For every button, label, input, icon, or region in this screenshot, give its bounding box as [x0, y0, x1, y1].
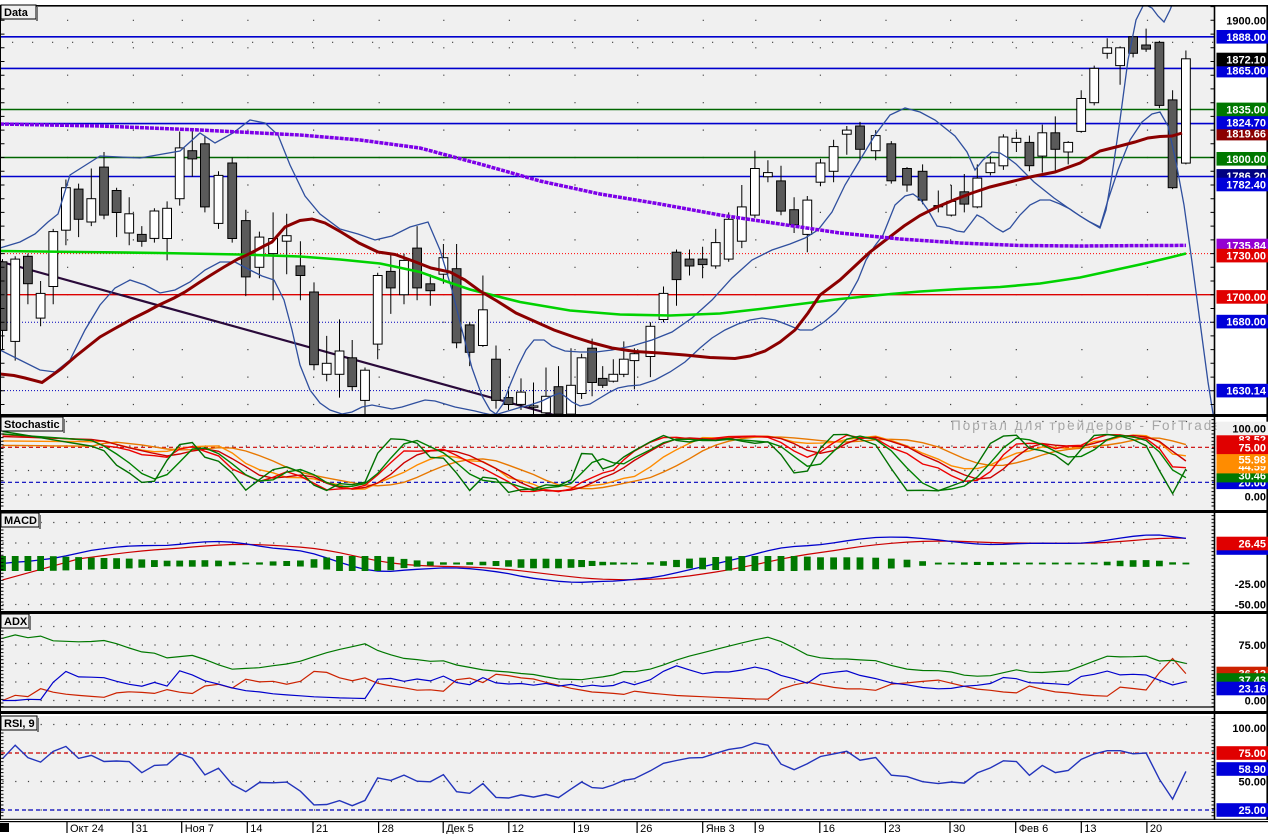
svg-text:21: 21	[316, 823, 328, 834]
svg-text:26.45: 26.45	[1238, 539, 1266, 551]
svg-text:Янв 3: Янв 3	[706, 823, 735, 834]
svg-text:58.90: 58.90	[1238, 764, 1266, 776]
svg-text:30.46: 30.46	[1238, 471, 1266, 483]
svg-text:-25.00: -25.00	[1235, 579, 1266, 591]
svg-text:1730.00: 1730.00	[1226, 251, 1266, 263]
svg-text:1888.00: 1888.00	[1226, 32, 1266, 44]
svg-text:Data: Data	[4, 7, 29, 19]
svg-text:12: 12	[512, 823, 524, 834]
svg-text:26: 26	[640, 823, 652, 834]
svg-text:100.00: 100.00	[1232, 424, 1266, 436]
svg-text:19: 19	[577, 823, 589, 834]
svg-text:30: 30	[953, 823, 965, 834]
svg-text:Портал для трейдеров - ForTrad: Портал для трейдеров - ForTrader.ru	[951, 418, 1250, 433]
svg-text:Фев 6: Фев 6	[1019, 823, 1048, 834]
svg-text:75.00: 75.00	[1238, 748, 1266, 760]
svg-text:ADX: ADX	[4, 616, 28, 628]
svg-text:1630.14: 1630.14	[1226, 386, 1267, 398]
svg-text:Дек 5: Дек 5	[446, 823, 474, 834]
svg-text:23: 23	[888, 823, 900, 834]
svg-text:1900.00: 1900.00	[1226, 16, 1266, 28]
svg-text:RSI, 9: RSI, 9	[4, 718, 35, 730]
svg-text:1819.66: 1819.66	[1226, 129, 1266, 141]
svg-text:9: 9	[758, 823, 764, 834]
svg-text:1835.00: 1835.00	[1226, 104, 1266, 116]
svg-text:20: 20	[1150, 823, 1162, 834]
svg-text:25.00: 25.00	[1238, 805, 1266, 817]
svg-text:50.00: 50.00	[1238, 777, 1266, 789]
svg-text:1700.00: 1700.00	[1226, 292, 1266, 304]
svg-text:28: 28	[382, 823, 394, 834]
svg-text:1680.00: 1680.00	[1226, 317, 1266, 329]
svg-text:13: 13	[1084, 823, 1096, 834]
svg-text:31: 31	[136, 823, 148, 834]
svg-text:1800.00: 1800.00	[1226, 154, 1266, 166]
svg-text:1824.70: 1824.70	[1226, 118, 1266, 130]
svg-text:100.00: 100.00	[1232, 723, 1266, 735]
svg-text:14: 14	[250, 823, 262, 834]
svg-text:55.98: 55.98	[1238, 454, 1266, 466]
svg-text:75.00: 75.00	[1238, 640, 1266, 652]
svg-text:MACD: MACD	[4, 515, 37, 527]
svg-text:23.16: 23.16	[1238, 684, 1266, 696]
svg-text:16: 16	[823, 823, 835, 834]
svg-text:Окт 24: Окт 24	[70, 823, 104, 834]
svg-text:1865.00: 1865.00	[1226, 66, 1266, 78]
svg-text:1782.40: 1782.40	[1226, 180, 1266, 192]
svg-text:Stochastic: Stochastic	[4, 419, 60, 431]
svg-text:0.00: 0.00	[1245, 492, 1266, 504]
svg-text:Ноя 7: Ноя 7	[185, 823, 214, 834]
svg-text:0.00: 0.00	[1245, 696, 1266, 708]
svg-text:75.00: 75.00	[1238, 442, 1266, 454]
svg-text:1872.10: 1872.10	[1226, 55, 1266, 67]
svg-text:-50.00: -50.00	[1235, 599, 1266, 611]
